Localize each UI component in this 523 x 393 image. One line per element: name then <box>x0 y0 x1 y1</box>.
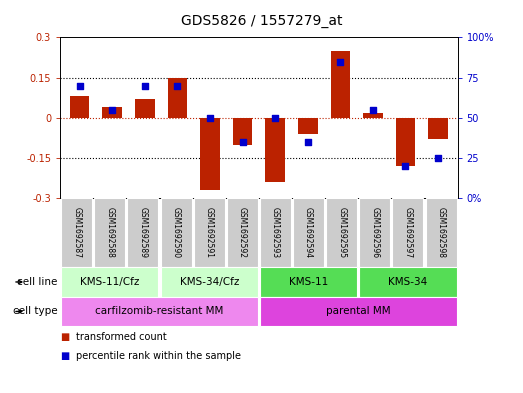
Point <box>173 83 181 89</box>
Text: KMS-11/Cfz: KMS-11/Cfz <box>80 277 140 287</box>
Point <box>369 107 377 113</box>
Bar <box>103 107 122 118</box>
Text: carfilzomib-resistant MM: carfilzomib-resistant MM <box>95 307 224 316</box>
Bar <box>265 118 285 182</box>
Text: percentile rank within the sample: percentile rank within the sample <box>76 351 241 361</box>
Text: parental MM: parental MM <box>326 307 391 316</box>
Bar <box>298 118 317 134</box>
Point <box>336 58 345 64</box>
Bar <box>200 118 220 190</box>
Bar <box>363 112 383 118</box>
Bar <box>331 51 350 118</box>
Text: GSM1692588: GSM1692588 <box>105 208 115 258</box>
Text: GSM1692587: GSM1692587 <box>72 208 81 258</box>
Text: GSM1692590: GSM1692590 <box>172 207 180 259</box>
Text: GSM1692594: GSM1692594 <box>304 207 313 259</box>
Bar <box>135 99 155 118</box>
Text: GDS5826 / 1557279_at: GDS5826 / 1557279_at <box>181 14 342 28</box>
Point <box>108 107 117 113</box>
Bar <box>70 96 89 118</box>
Point <box>75 83 84 89</box>
Text: cell type: cell type <box>13 307 58 316</box>
Point <box>206 115 214 121</box>
Bar <box>168 77 187 118</box>
Text: KMS-34/Cfz: KMS-34/Cfz <box>179 277 239 287</box>
Text: ■: ■ <box>60 332 70 342</box>
Text: GSM1692591: GSM1692591 <box>204 208 214 258</box>
Text: KMS-34: KMS-34 <box>388 277 428 287</box>
Text: GSM1692592: GSM1692592 <box>238 208 247 258</box>
Point <box>303 139 312 145</box>
Point <box>434 155 442 161</box>
Bar <box>428 118 448 140</box>
Text: GSM1692589: GSM1692589 <box>139 208 147 258</box>
Text: GSM1692595: GSM1692595 <box>337 207 346 259</box>
Point <box>271 115 279 121</box>
Text: transformed count: transformed count <box>76 332 167 342</box>
Point <box>238 139 247 145</box>
Text: GSM1692593: GSM1692593 <box>271 207 280 259</box>
Bar <box>396 118 415 166</box>
Text: ■: ■ <box>60 351 70 361</box>
Point <box>401 163 410 169</box>
Text: GSM1692597: GSM1692597 <box>403 207 413 259</box>
Bar <box>233 118 253 145</box>
Point <box>141 83 149 89</box>
Text: cell line: cell line <box>17 277 58 287</box>
Text: KMS-11: KMS-11 <box>289 277 328 287</box>
Text: GSM1692596: GSM1692596 <box>370 207 379 259</box>
Text: GSM1692598: GSM1692598 <box>437 208 446 258</box>
